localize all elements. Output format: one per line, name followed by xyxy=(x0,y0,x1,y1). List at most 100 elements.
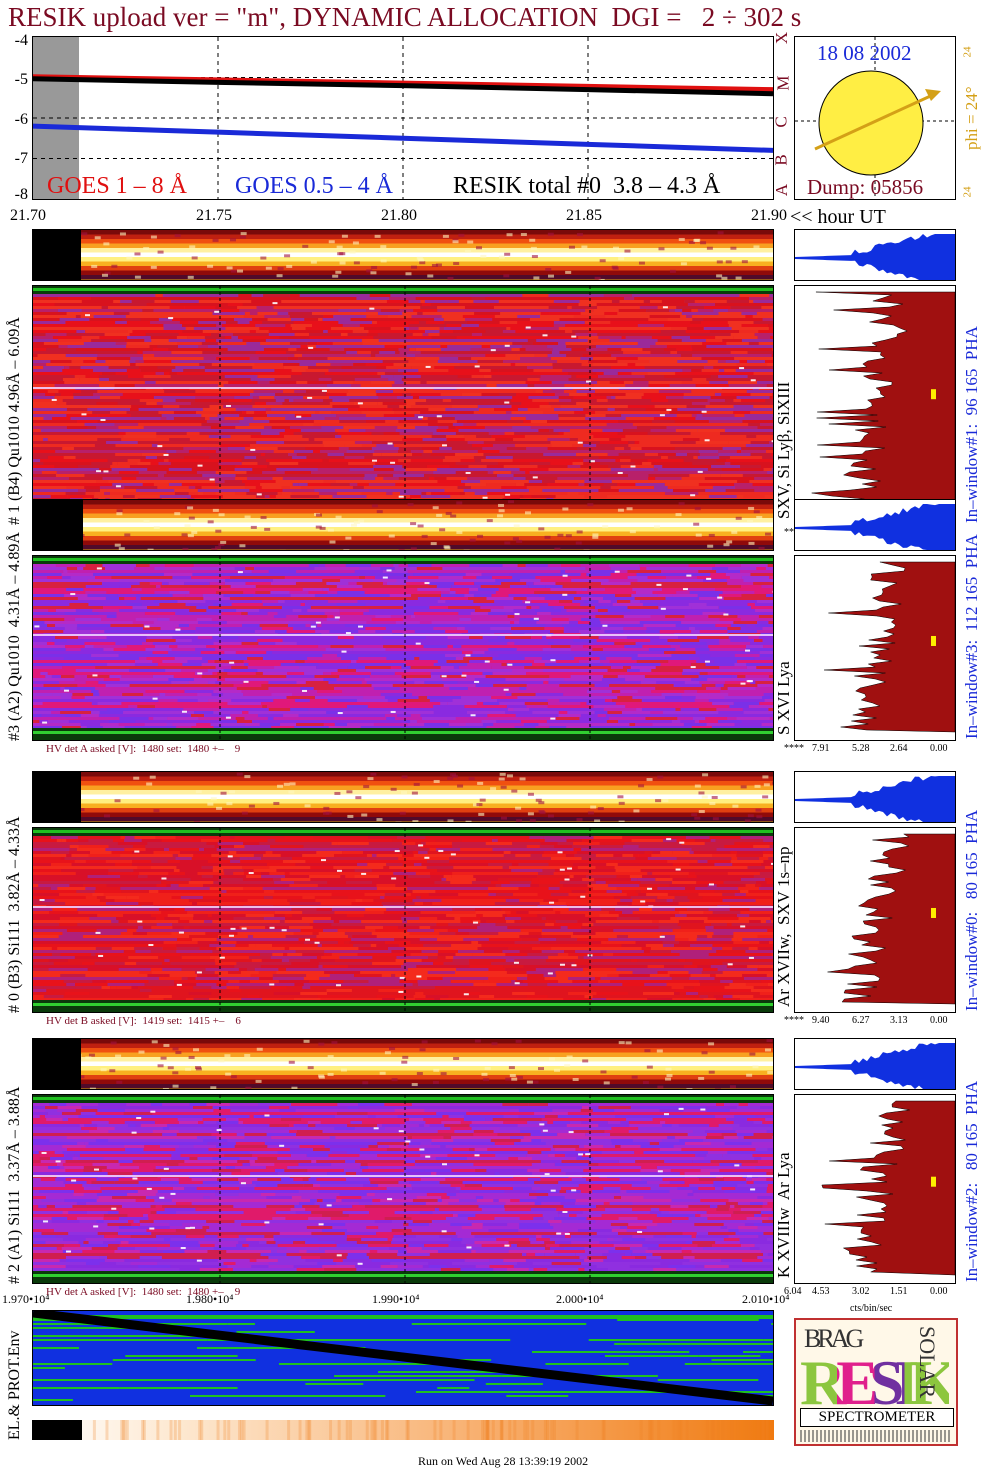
observation-date: 18 08 2002 xyxy=(817,41,912,65)
dump-number: Dump: 05856 xyxy=(807,175,924,199)
x-tick: 21.85 xyxy=(566,207,602,224)
pha-tick: 3.02 xyxy=(852,1286,870,1297)
lightcurve-strip-heatmap xyxy=(33,1039,773,1089)
env-trend-line xyxy=(33,1311,773,1405)
channel-spectrum-heatmap xyxy=(32,285,774,525)
legend-goes-short: GOES 0.5 – 4 Å xyxy=(235,173,394,199)
pha-area xyxy=(827,833,955,1005)
class-letter: M xyxy=(773,75,793,91)
pha-tick: 3.13 xyxy=(890,1015,908,1026)
logo-big-letters: RESIK xyxy=(800,1346,956,1420)
logo-fine-print xyxy=(800,1430,952,1442)
spectral-line-label: Ar XVIIw, SXV 1s–np xyxy=(774,846,793,1007)
goes-lightcurve-chart xyxy=(33,37,773,199)
pha-tick: 2.64 xyxy=(890,743,908,754)
data-gap-shade xyxy=(33,37,79,199)
lightcurve-strip-heatmap xyxy=(33,230,773,280)
pha-tick: 7.91 xyxy=(812,743,830,754)
y-tick: -4 xyxy=(14,32,28,49)
channel-lightcurve-strip xyxy=(32,771,774,823)
hv-status: HV det A asked [V]: 1480 set: 1480 +– 9 xyxy=(46,743,241,755)
pha-marker xyxy=(931,907,936,918)
channel-lightcurve-strip xyxy=(32,1038,774,1090)
y-tick: -7 xyxy=(14,150,28,167)
class-letter: X xyxy=(772,31,792,45)
y-tick: -5 xyxy=(14,71,28,88)
logo-side-letters: SOLAR xyxy=(915,1326,940,1399)
pha-top-area xyxy=(795,234,955,280)
spectral-line-label: K XVIIIw Ar Lya xyxy=(774,1152,793,1278)
resik-logo: BRAG RESIK SOLAR SPECTROMETER xyxy=(794,1318,958,1446)
y-tick: -6 xyxy=(14,111,28,128)
channel-side-label: # 1 (B4) Qu1010 4.96Å – 6.09Å xyxy=(6,317,23,525)
x-tick: 1.990•10⁴ xyxy=(372,1292,420,1306)
phi-label: phi = 24° xyxy=(962,86,981,150)
pha-top-area xyxy=(795,504,955,550)
channel-lightcurve-strip xyxy=(32,229,774,281)
pha-tick: 0.00 xyxy=(930,1015,948,1026)
pha-tick: **** xyxy=(784,743,804,754)
hv-status: HV det B asked [V]: 1419 set: 1415 +– 6 xyxy=(46,1015,241,1027)
channel-side-label: # 2 (A1) Si111 3.37Å – 3.88Å xyxy=(6,1086,23,1284)
x-tick: 21.80 xyxy=(381,207,417,224)
x-unit-label: << hour UT xyxy=(790,206,886,228)
spectrum-heatmap xyxy=(33,286,773,524)
phi-bottom-value: 24 xyxy=(961,186,974,198)
sun-position-panel: 18 08 2002 Dump: 05856 xyxy=(794,36,956,200)
pha-top-area xyxy=(795,776,955,822)
pha-tick: 9.40 xyxy=(812,1015,830,1026)
spectral-line-label: S XVI Lya xyxy=(774,661,793,735)
in-window-label: In–window#1: 96 165 PHA xyxy=(962,326,981,523)
y-tick: -8 xyxy=(14,186,28,203)
pha-area xyxy=(824,561,955,733)
run-timestamp: Run on Wed Aug 28 13:39:19 2002 xyxy=(418,1454,589,1468)
lightcurve-strip-heatmap xyxy=(33,500,773,550)
spectrum-heatmap xyxy=(33,828,773,1012)
channel-side-label: # 0 (B3) Si111 3.82Å – 4.33Å xyxy=(6,816,23,1013)
pha-tick: 5.28 xyxy=(852,743,870,754)
pha-unit-label: cts/bin/sec xyxy=(850,1303,893,1314)
pha-marker xyxy=(931,1176,936,1187)
pha-tick: 4.53 xyxy=(812,1286,830,1297)
legend-goes-long: GOES 1 – 8 Å xyxy=(47,173,188,199)
class-letter: B xyxy=(771,154,791,166)
page-title: RESIK upload ver = "m", DYNAMIC ALLOCATI… xyxy=(8,2,802,32)
class-letter: C xyxy=(771,116,791,128)
spectrum-heatmap xyxy=(33,556,773,740)
pha-top-histogram xyxy=(794,1038,956,1090)
in-window-label: In–window#3: 112 165 PHA xyxy=(962,534,981,739)
pha-histogram xyxy=(794,1094,956,1284)
x-tick: 21.90 xyxy=(751,207,787,224)
pha-tick: 0.00 xyxy=(930,1286,948,1297)
env-side-label: EL.& PROT.Env xyxy=(6,1330,23,1440)
x-tick: 1.980•10⁴ xyxy=(186,1292,234,1306)
pha-histogram xyxy=(794,285,956,525)
channel-spectrum-heatmap xyxy=(32,827,774,1013)
goes-lightcurve-panel: GOES 1 – 8 Å GOES 0.5 – 4 Å RESIK total … xyxy=(32,36,774,200)
x-tick: 21.70 xyxy=(10,207,46,224)
pha-tick: **** xyxy=(784,1015,804,1026)
flux-color-strip xyxy=(32,1420,774,1440)
class-letter: A xyxy=(772,183,792,197)
hv-status: HV det A asked [V]: 1480 set: 1480 +– 9 xyxy=(46,1286,241,1298)
pha-top-area xyxy=(795,1043,955,1089)
pha-histogram xyxy=(794,555,956,741)
x-tick: 2.010•10⁴ xyxy=(742,1292,790,1306)
lightcurve-strip-heatmap xyxy=(33,772,773,822)
flux-color-bar xyxy=(32,1420,774,1440)
phi-top-value: 24 xyxy=(961,46,974,58)
x-tick: 1.970•10⁴ xyxy=(2,1292,50,1306)
phi-arrow xyxy=(814,91,938,151)
sun-disk-diagram xyxy=(795,37,955,199)
channel-side-label: #3 (A2) Qu1010 4.31Å – 4.89Å xyxy=(6,532,23,741)
pha-histogram xyxy=(794,827,956,1013)
legend-resik-total: RESIK total #0 3.8 – 4.3 Å xyxy=(453,173,721,199)
in-window-label: In–window#0: 80 165 PHA xyxy=(962,809,981,1011)
pha-top-histogram xyxy=(794,499,956,551)
spectrum-heatmap xyxy=(33,1095,773,1283)
channel-spectrum-heatmap xyxy=(32,555,774,741)
pha-marker xyxy=(931,389,936,400)
pha-area xyxy=(821,1100,955,1276)
in-window-label: In–window#2: 80 165 PHA xyxy=(962,1080,981,1282)
pha-top-histogram xyxy=(794,229,956,281)
